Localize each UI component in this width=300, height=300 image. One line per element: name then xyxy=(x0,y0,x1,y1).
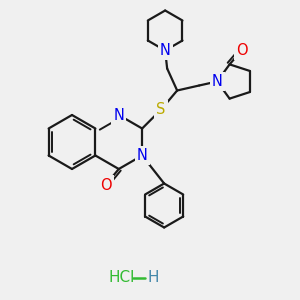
Text: H: H xyxy=(147,271,159,286)
Text: N: N xyxy=(160,43,171,58)
Text: HCl: HCl xyxy=(109,271,135,286)
Text: O: O xyxy=(100,178,112,193)
Text: N: N xyxy=(212,74,223,89)
Text: N: N xyxy=(137,148,148,163)
Text: N: N xyxy=(113,107,124,122)
Text: S: S xyxy=(157,102,166,117)
Text: O: O xyxy=(236,43,248,58)
